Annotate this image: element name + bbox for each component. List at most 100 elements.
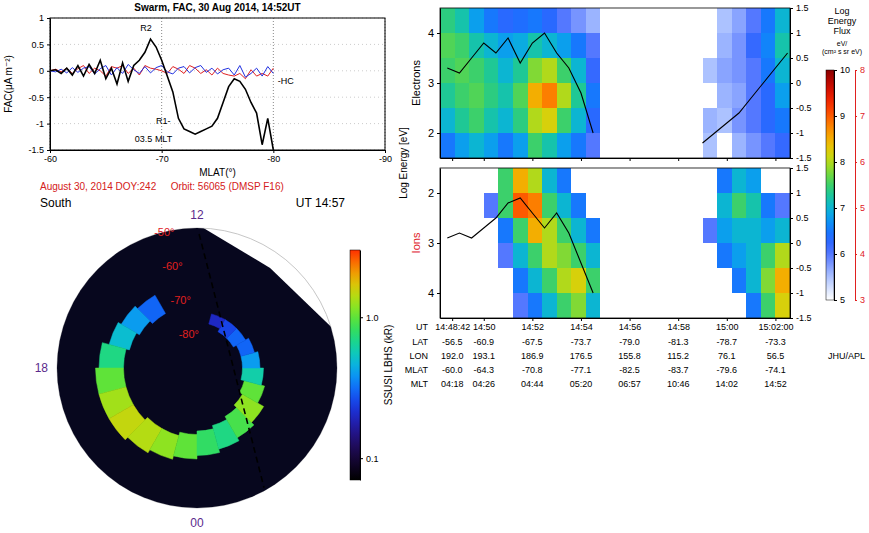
tick-mark: [581, 318, 582, 321]
colorbar: [350, 250, 360, 480]
tick-label: -90: [379, 154, 392, 164]
table-cell: -64.3: [473, 365, 494, 375]
tick-label: -1.5: [796, 153, 812, 163]
tick-mark: [855, 208, 857, 209]
axis: 1.00.1: [360, 251, 379, 481]
axis-line: [440, 169, 441, 319]
tick-mark: [855, 254, 857, 255]
tick-label: 6: [840, 249, 845, 259]
tick: [581, 158, 582, 161]
tick-label: 8: [840, 157, 845, 167]
tick-label: -80: [267, 154, 280, 164]
axis-line: [50, 19, 51, 151]
tick: 14:54: [570, 318, 593, 332]
lat-label: -50°: [154, 226, 174, 238]
tick-mark: [437, 243, 440, 244]
cell: [557, 33, 572, 58]
cell: [528, 133, 543, 158]
cell: [528, 108, 543, 133]
axis-line: [441, 158, 791, 159]
cell: [761, 193, 776, 218]
axis-title: Electrons: [410, 60, 422, 106]
tick-mark: [790, 83, 793, 84]
cell: [732, 8, 747, 33]
cell: [498, 108, 513, 133]
tick: 1: [790, 28, 801, 38]
oval-cell: [173, 432, 197, 459]
oval-cell: [99, 343, 126, 368]
colorbar-units: (cm² s sr eV): [822, 48, 862, 56]
cell: [557, 268, 572, 293]
cell: [440, 33, 455, 58]
table-cell: -67.5: [522, 337, 543, 347]
colorbar-title: Flux: [833, 26, 851, 36]
table-cell: -56.5: [442, 337, 463, 347]
tick-label: 3: [860, 295, 865, 305]
tick: 4: [428, 27, 440, 39]
tick: 15:00: [716, 318, 739, 332]
table-cell: -81.3: [668, 337, 689, 347]
cell: [542, 83, 557, 108]
cell: [498, 83, 513, 108]
tick: -0.5: [28, 93, 50, 103]
table-cell: -73.3: [765, 337, 786, 347]
cell: [455, 33, 470, 58]
tick-label: 2: [428, 127, 434, 139]
table-cell: 155.8: [618, 351, 641, 361]
axis: -1.5-1-0.500.511.5: [790, 3, 812, 163]
series-group: [50, 39, 273, 150]
tick-label: 14:48:42: [435, 322, 470, 332]
tick: 3: [428, 77, 440, 89]
tick-mark: [484, 318, 485, 321]
tick: 4: [855, 249, 865, 259]
tick: [630, 158, 631, 161]
colorbar-title: Energy: [828, 16, 857, 26]
tick-mark: [790, 218, 793, 219]
cell: [732, 268, 747, 293]
tick-mark: [834, 208, 837, 209]
row-header: MLAT: [405, 365, 429, 375]
cell: [746, 193, 761, 218]
tick: -1: [790, 128, 804, 138]
table-cell: -74.1: [765, 365, 786, 375]
tick-label: 0.5: [31, 40, 44, 50]
cell: [528, 293, 543, 318]
cell: [557, 243, 572, 268]
tick-label: 7: [860, 111, 865, 121]
cell: [469, 8, 484, 33]
cell: [498, 8, 513, 33]
tick-label: 4: [860, 249, 865, 259]
cell: [469, 133, 484, 158]
row-header: LON: [409, 351, 428, 361]
table-cell: -79.0: [619, 337, 640, 347]
tick: [775, 158, 776, 161]
table-cell: -73.7: [571, 337, 592, 347]
cell: [746, 293, 761, 318]
tick-mark: [790, 58, 793, 59]
table-cell: 04:26: [472, 379, 495, 389]
tick: -0.5: [790, 103, 812, 113]
time-label: UT 14:57: [296, 196, 345, 210]
image-group: [48, 226, 345, 520]
cell: [746, 168, 761, 193]
grid-line: [50, 44, 385, 45]
axis: -1.5-1-0.500.51: [28, 13, 50, 155]
cell: [513, 218, 528, 243]
tick-mark: [360, 458, 363, 459]
cell: [586, 83, 601, 108]
tick-mark: [834, 70, 837, 71]
table-cell: -79.6: [717, 365, 738, 375]
cell: [513, 108, 528, 133]
tick-mark: [273, 150, 274, 153]
cell: [542, 58, 557, 83]
cell: [542, 108, 557, 133]
tick-label: 9: [840, 111, 845, 121]
cell: [571, 108, 586, 133]
tick-mark: [727, 158, 728, 161]
axis: 2 3 4: [428, 9, 441, 159]
tick: 14:58: [667, 318, 690, 332]
grid: [50, 18, 385, 150]
cell: [761, 293, 776, 318]
cell: [542, 243, 557, 268]
cell: [761, 8, 776, 33]
